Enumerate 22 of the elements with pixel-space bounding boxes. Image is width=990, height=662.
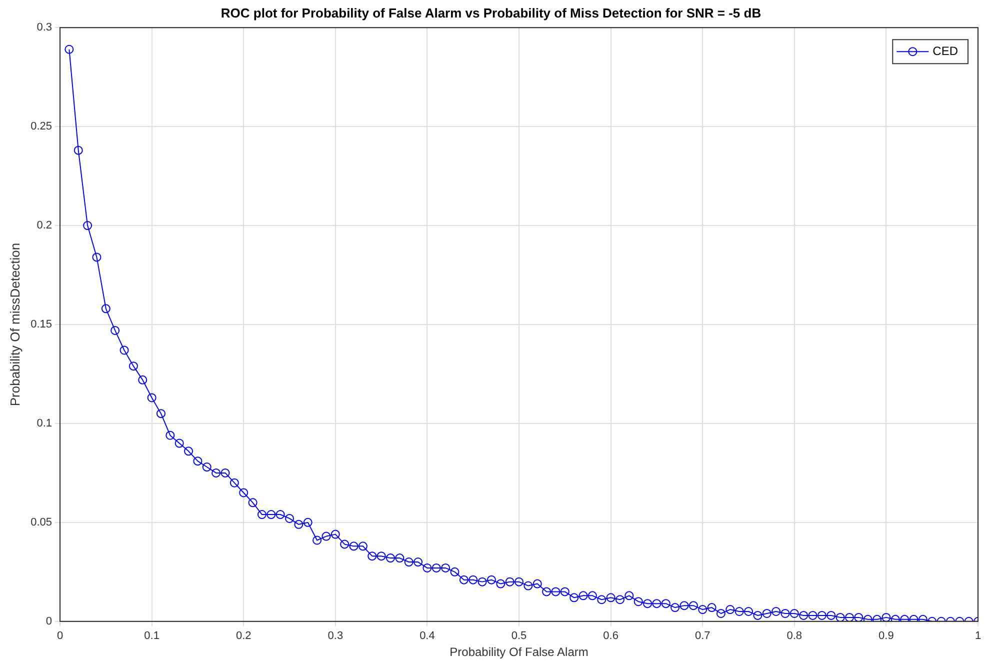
chart-title: ROC plot for Probability of False Alarm vs Probability of Miss Detection for SNR = -5 dB: [220, 5, 762, 20]
x-tick-label: 0.9: [878, 630, 894, 642]
x-tick-label: 0.3: [328, 630, 344, 642]
y-tick-label: 0.05: [30, 516, 52, 528]
y-tick-label: 0.3: [36, 22, 52, 34]
x-axis-title: Probability Of False Alarm: [450, 645, 588, 660]
x-tick-label: 1: [974, 630, 982, 642]
y-axis-title: Probability Of missDetection: [7, 242, 22, 406]
y-tick-label: 0.25: [30, 120, 52, 133]
x-tick-label: 0.5: [511, 630, 527, 642]
y-tick-label: 0.1: [36, 418, 52, 430]
legend-label: CED: [932, 44, 958, 58]
x-tick-label: 0.6: [603, 630, 618, 642]
x-tick-label: 0.2: [236, 630, 252, 642]
x-tick-label: 0.1: [144, 630, 160, 642]
x-tick-label: 0.4: [420, 630, 435, 642]
x-tick-label: 0: [56, 630, 64, 642]
y-tick-label: 0.2: [36, 220, 52, 232]
x-tick-label: 0.8: [786, 630, 802, 642]
x-tick-label: 0.7: [694, 630, 710, 642]
y-tick-label: 0.15: [30, 318, 52, 331]
y-tick-label: 0: [46, 615, 52, 628]
